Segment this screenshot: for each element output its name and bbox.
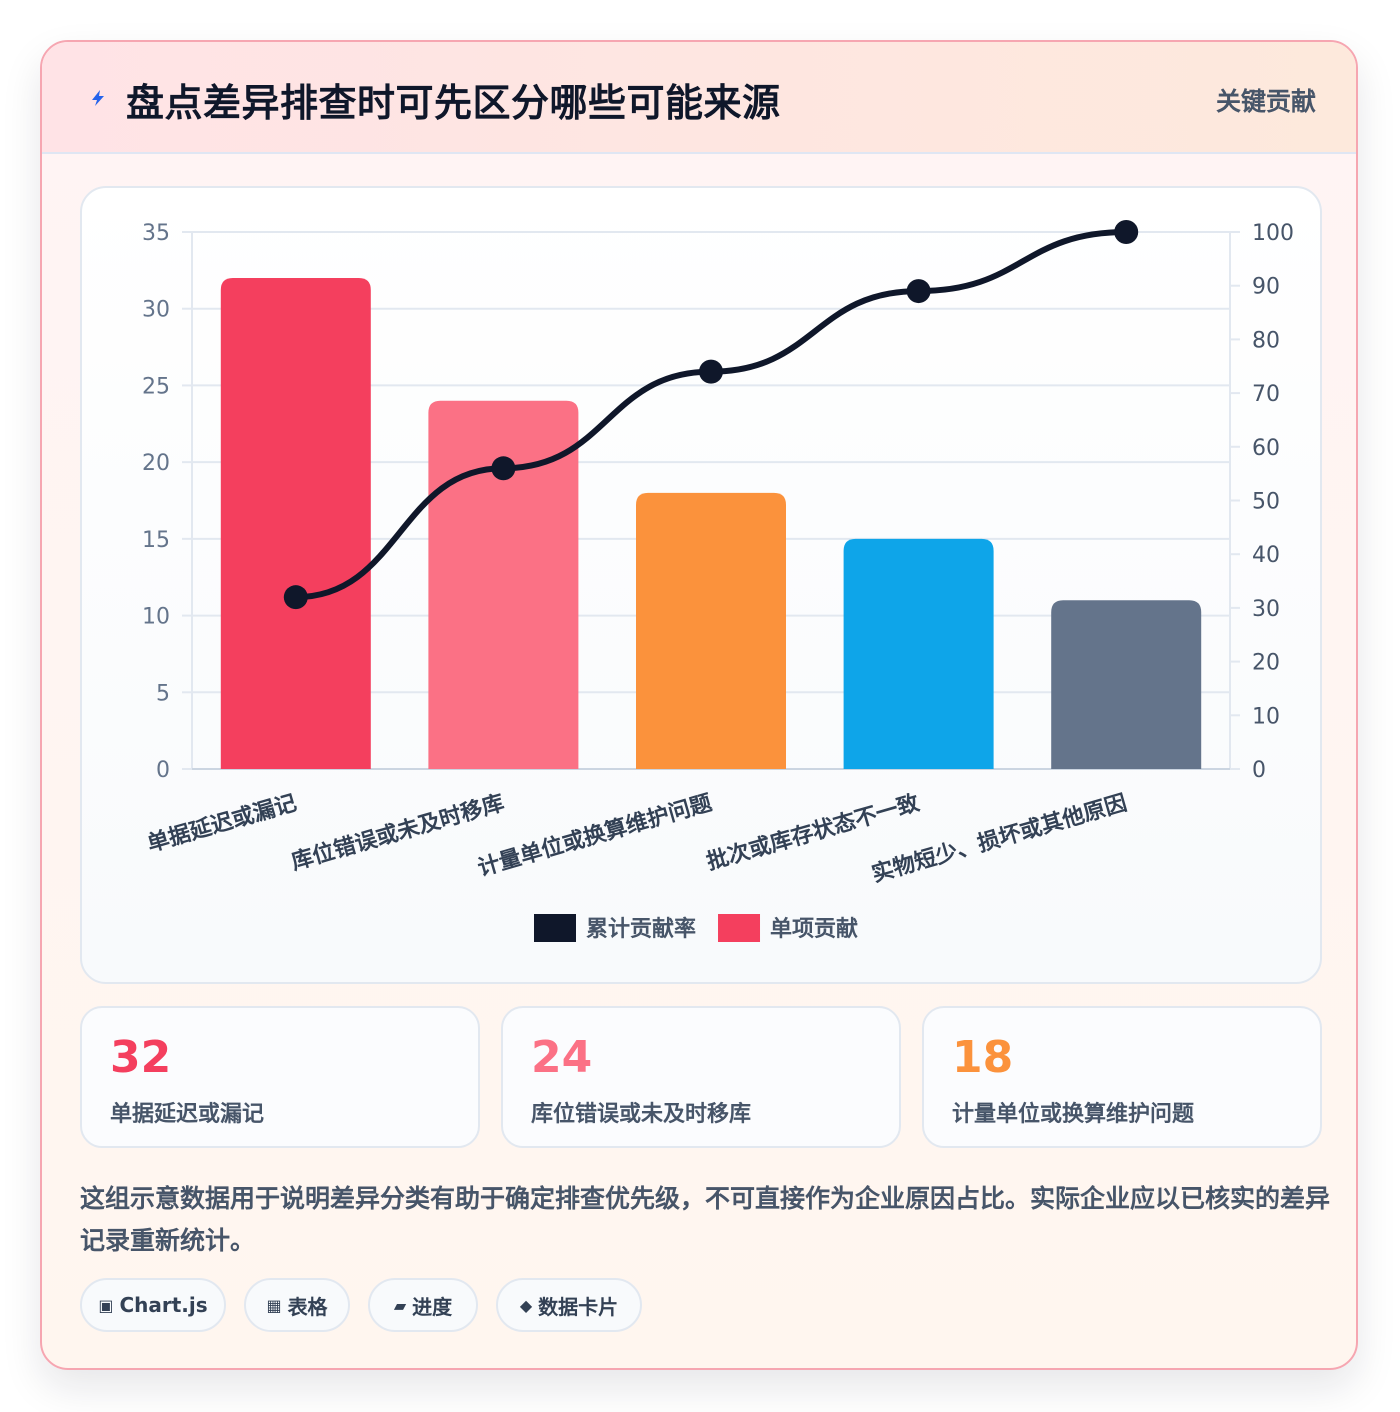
y2-tick-label: 20 xyxy=(1252,651,1280,676)
stat-value-3: 18 xyxy=(952,1032,1014,1083)
stat-label-1: 单据延迟或漏记 xyxy=(110,1102,265,1127)
tag-label: 数据卡片 xyxy=(538,1294,619,1319)
stat-cards: 32 单据延迟或漏记 24 库位错误或未及时移库 18 计量单位或换算维护问题 xyxy=(80,1006,1322,1148)
cumulative-point xyxy=(699,359,723,384)
stat-card-2: 24 库位错误或未及时移库 xyxy=(501,1006,901,1148)
y-tick-label: 35 xyxy=(142,221,170,246)
y2-tick-label: 0 xyxy=(1252,758,1266,783)
y-tick-label: 15 xyxy=(142,528,170,553)
y2-tick-label: 10 xyxy=(1252,704,1280,729)
y2-tick-label: 60 xyxy=(1252,436,1280,461)
tag-progress[interactable]: ▰ 进度 xyxy=(368,1278,478,1332)
y-tick-label: 30 xyxy=(142,298,170,323)
square-icon: ▣ xyxy=(98,1295,114,1315)
lightning-icon xyxy=(92,90,104,106)
card-header: 盘点差异排查时可先区分哪些可能来源 关键贡献 xyxy=(42,42,1356,154)
legend-label: 单项贡献 xyxy=(770,916,858,942)
tag-data-card[interactable]: ◆ 数据卡片 xyxy=(496,1278,642,1332)
chart-svg: 0 5 10 15 20 25 30 35 0 10 20 30 40 50 60 70 80 90 100 单据延迟… xyxy=(142,220,1294,942)
stat-value-1: 32 xyxy=(110,1032,172,1083)
key-contribution-badge: 关键贡献 xyxy=(1215,87,1316,116)
tag-chartjs[interactable]: ▣ Chart.js xyxy=(80,1278,226,1332)
bar xyxy=(843,538,994,769)
bar xyxy=(220,278,371,769)
y2-tick-label: 40 xyxy=(1252,543,1280,568)
legend-swatch xyxy=(718,914,761,942)
progress-icon: ▰ xyxy=(393,1295,407,1315)
x-tick-label: 单据延迟或漏记 xyxy=(144,790,299,857)
cumulative-point xyxy=(491,456,516,481)
diamond-icon: ◆ xyxy=(519,1295,533,1315)
y-tick-label: 20 xyxy=(142,451,170,476)
y2-tick-label: 80 xyxy=(1252,328,1280,353)
bar xyxy=(428,400,579,769)
table-icon: ▦ xyxy=(266,1295,282,1315)
tag-table[interactable]: ▦ 表格 xyxy=(244,1278,350,1332)
stat-value-2: 24 xyxy=(531,1032,593,1083)
bar xyxy=(1051,600,1202,769)
tag-label: 表格 xyxy=(287,1294,328,1319)
x-tick-label: 库位错误或未及时移库 xyxy=(288,790,507,876)
y-tick-label: 10 xyxy=(142,605,170,630)
tag-label: 进度 xyxy=(412,1294,453,1319)
stat-label-3: 计量单位或换算维护问题 xyxy=(952,1102,1195,1127)
y2-tick-label: 70 xyxy=(1252,382,1280,407)
bar xyxy=(636,492,786,769)
cumulative-point xyxy=(283,585,308,610)
y2-tick-label: 90 xyxy=(1252,275,1280,300)
y2-tick-label: 50 xyxy=(1252,490,1280,515)
data-note: 这组示意数据用于说明差异分类有助于确定排查优先级，不可直接作为企业原因占比。实际… xyxy=(80,1184,1331,1255)
y-tick-label: 5 xyxy=(156,681,170,706)
stat-card-3: 18 计量单位或换算维护问题 xyxy=(922,1006,1322,1148)
y-tick-label: 0 xyxy=(156,758,170,783)
legend-label: 累计贡献率 xyxy=(586,916,696,942)
cumulative-point xyxy=(1114,220,1139,244)
legend-swatch xyxy=(534,914,576,942)
stat-card-1: 32 单据延迟或漏记 xyxy=(80,1006,480,1148)
page-title: 盘点差异排查时可先区分哪些可能来源 xyxy=(126,81,781,125)
stat-label-2: 库位错误或未及时移库 xyxy=(531,1102,752,1127)
pareto-chart: 0 5 10 15 20 25 30 35 0 10 20 30 40 50 60 70 80 90 100 单据延迟… xyxy=(80,186,1322,984)
y-tick-label: 25 xyxy=(142,374,170,399)
tag-label: Chart.js xyxy=(119,1293,208,1317)
chart-card: 盘点差异排查时可先区分哪些可能来源 关键贡献 0 5 10 15 20 25 30 35 0 10… xyxy=(40,40,1358,1370)
y2-tick-label: 100 xyxy=(1252,221,1294,246)
cumulative-point xyxy=(906,279,931,304)
x-tick-label: 计量单位或换算维护问题 xyxy=(475,790,716,882)
y2-tick-label: 30 xyxy=(1252,597,1280,622)
